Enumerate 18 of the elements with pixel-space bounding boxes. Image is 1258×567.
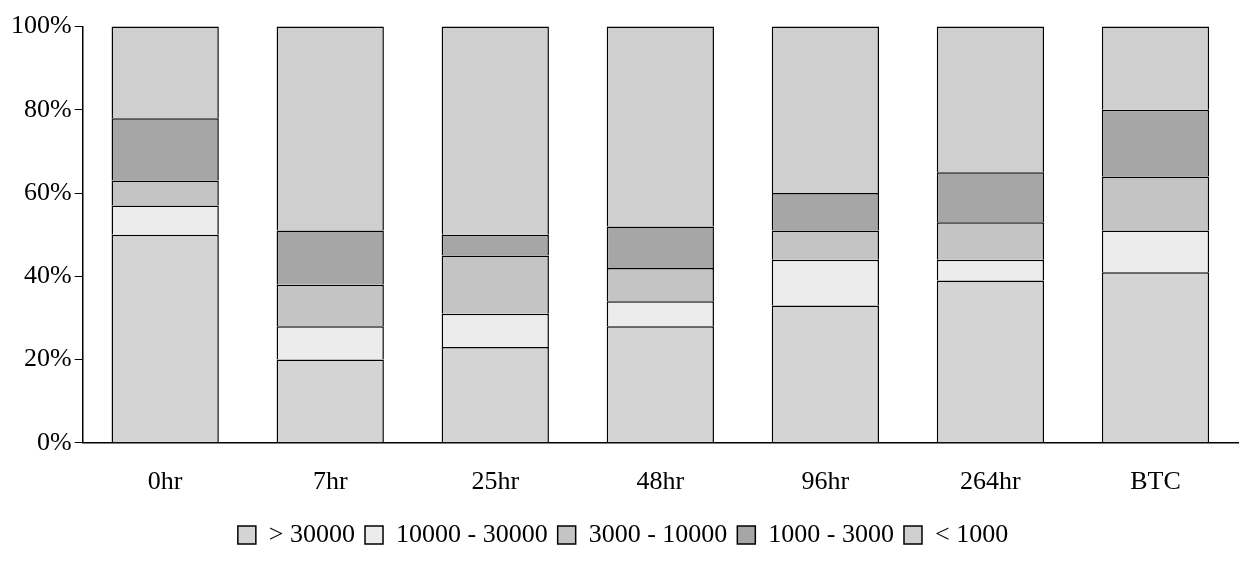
x-tick-label: 96hr — [801, 466, 850, 496]
legend-label: > 30000 — [268, 518, 356, 548]
y-tick-label: 60% — [23, 176, 72, 206]
legend-label: 1000 - 3000 — [768, 518, 894, 548]
legend-label: 10000 - 30000 — [396, 518, 548, 548]
y-tick-label: 100% — [10, 10, 72, 40]
y-tick-label: 20% — [23, 343, 72, 373]
y-tick-label: 0% — [36, 426, 72, 456]
legend-label: < 1000 — [934, 518, 1009, 548]
legend-label: 3000 - 10000 — [588, 518, 728, 548]
y-tick-label: 40% — [23, 260, 72, 290]
x-tick-label: 0hr — [147, 466, 183, 496]
y-tick-label: 80% — [23, 93, 72, 123]
x-tick-label: 7hr — [312, 466, 348, 496]
x-tick-label: 48hr — [636, 466, 685, 496]
x-tick-label: 25hr — [471, 466, 520, 496]
x-tick-label: 264hr — [960, 466, 1022, 496]
x-tick-label: BTC — [1130, 466, 1181, 496]
